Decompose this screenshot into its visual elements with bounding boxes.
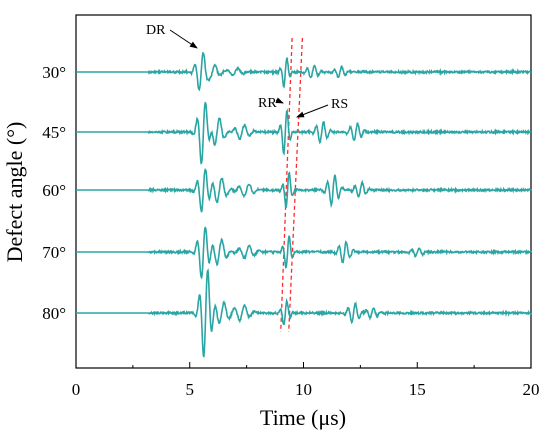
x-tick-label: 5 bbox=[186, 380, 195, 399]
x-tick-label: 20 bbox=[523, 380, 540, 399]
annotation-arrow bbox=[169, 29, 198, 49]
guide-lines bbox=[280, 37, 304, 333]
x-tick-label: 0 bbox=[72, 380, 81, 399]
annotation-label: DR bbox=[146, 23, 166, 38]
y-tick-label: 30° bbox=[42, 63, 66, 82]
guide-line bbox=[288, 37, 304, 333]
y-tick-labels: 30° 45° 60° 70° 80° bbox=[42, 63, 66, 323]
series-trace bbox=[76, 167, 532, 213]
series-trace bbox=[76, 101, 532, 165]
y-tick-label: 60° bbox=[42, 181, 66, 200]
x-tick-label: 10 bbox=[295, 380, 312, 399]
series-trace bbox=[76, 51, 532, 92]
series-trace bbox=[76, 226, 532, 280]
x-tick-label: 15 bbox=[409, 380, 426, 399]
y-tick-label: 70° bbox=[42, 243, 66, 262]
annotation-label: RR bbox=[258, 96, 277, 111]
annotation-arrow bbox=[296, 104, 329, 118]
annotation-label: RS bbox=[331, 97, 348, 112]
annotations: DR RR RS bbox=[146, 23, 348, 118]
y-tick-label: 80° bbox=[42, 304, 66, 323]
annotation-arrow bbox=[275, 97, 284, 104]
x-axis-title: Time (μs) bbox=[260, 405, 346, 430]
guide-line bbox=[280, 37, 293, 333]
y-axis-title: Defect angle (°) bbox=[2, 122, 27, 263]
x-axis-ticks: 0 5 10 15 20 bbox=[72, 362, 540, 399]
series-trace bbox=[76, 268, 532, 358]
series-traces bbox=[76, 51, 532, 358]
y-tick-label: 45° bbox=[42, 123, 66, 142]
